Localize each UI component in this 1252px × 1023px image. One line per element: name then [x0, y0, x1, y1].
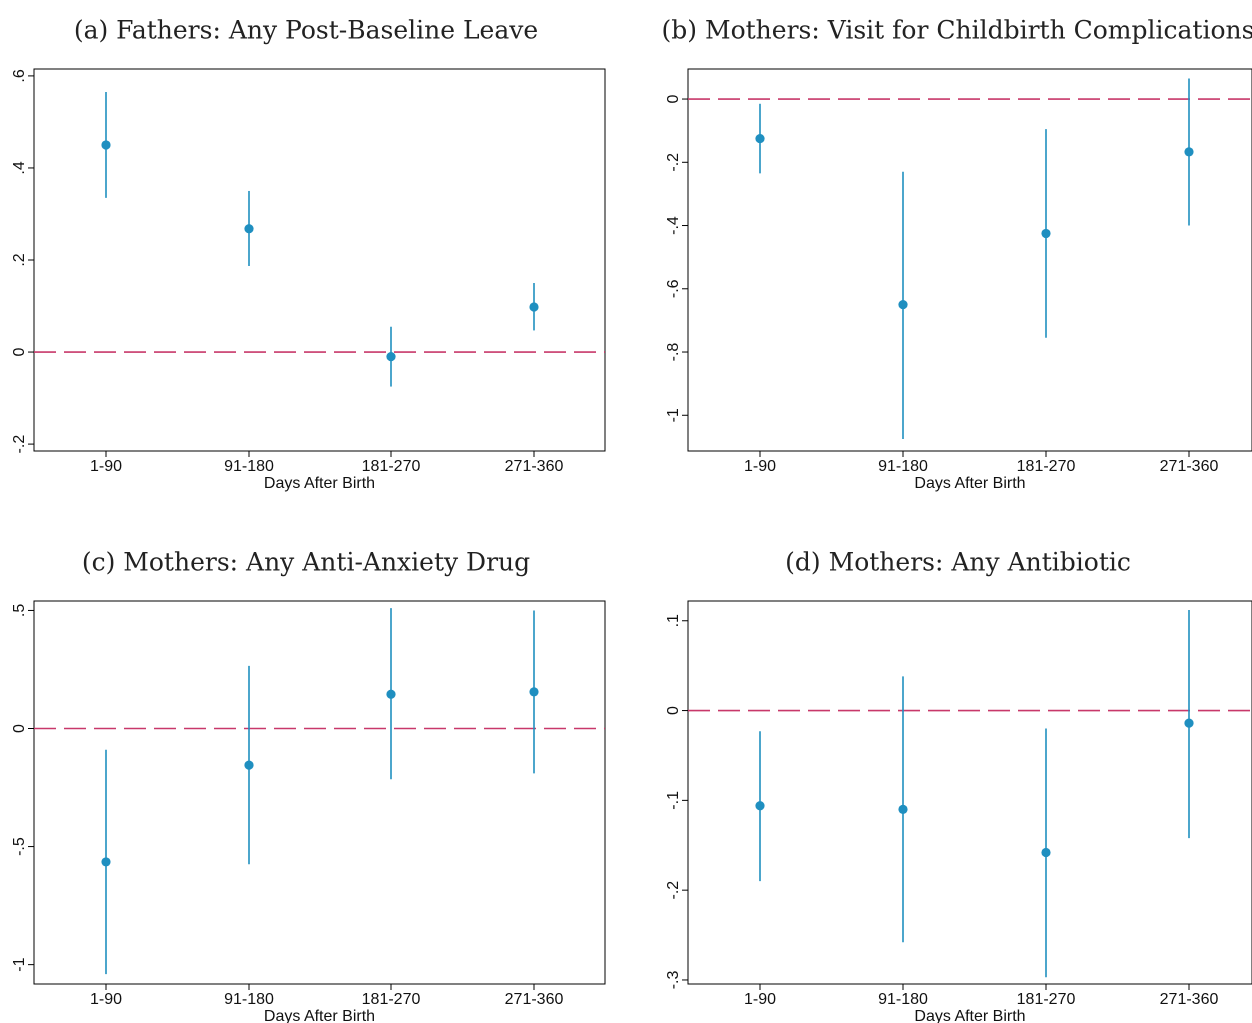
chart-title: (a) Fathers: Any Post-Baseline Leave [74, 16, 538, 45]
point-estimate [386, 689, 396, 699]
point-estimate [1184, 718, 1194, 728]
x-tick-label: 271-360 [505, 458, 564, 475]
x-tick-label: 91-180 [878, 458, 928, 475]
chart-panel-2: (b) Mothers: Visit for Childbirth Compli… [662, 16, 1252, 492]
y-tick-label: -.1 [665, 791, 682, 810]
plot-frame [687, 600, 1252, 985]
x-tick-label: 1-90 [90, 991, 122, 1008]
x-tick-label: 1-90 [744, 458, 776, 475]
x-tick-label: 181-270 [362, 991, 421, 1008]
plot-frame [33, 600, 606, 985]
x-tick-label: 271-360 [1160, 458, 1219, 475]
point-estimate [1041, 228, 1051, 239]
y-tick-label: -.3 [665, 971, 682, 990]
point-estimate [755, 801, 765, 811]
point-estimate [244, 224, 254, 234]
x-tick-label: 1-90 [90, 458, 122, 475]
y-tick-label: -.2 [11, 435, 28, 454]
point-estimate [1041, 847, 1051, 858]
y-tick-label: .2 [11, 253, 28, 266]
x-tick-label: 181-270 [362, 458, 421, 475]
chart-panel-4: (d) Mothers: Any Antibiotic .1 0 -.1 -.2 -.3 1… [665, 548, 1252, 1023]
plot-frame [33, 68, 606, 452]
y-tick-label: .4 [11, 161, 28, 174]
point-estimate [529, 687, 539, 697]
y-tick-label: 0 [665, 94, 682, 103]
y-tick-label: 0 [11, 724, 28, 733]
x-tick-label: 91-180 [224, 458, 274, 475]
y-tick-label: 0 [665, 706, 682, 715]
y-tick-label: .1 [665, 614, 682, 627]
x-tick-label: 91-180 [878, 991, 928, 1008]
chart-panel-3: (c) Mothers: Any Anti-Anxiety Drug .5 0 -.5… [11, 548, 606, 1023]
y-tick-label: -.2 [665, 153, 682, 172]
y-tick-label: -.8 [665, 343, 682, 362]
y-tick-label: -.2 [665, 881, 682, 900]
x-tick-label: 1-90 [744, 991, 776, 1008]
point-estimate [898, 299, 908, 310]
point-estimate [898, 804, 908, 814]
point-estimate [755, 133, 765, 144]
x-tick-label: 91-180 [224, 991, 274, 1008]
y-tick-label: -1 [11, 957, 28, 971]
y-tick-label: .5 [11, 604, 28, 617]
x-tick-label: 181-270 [1017, 458, 1076, 475]
point-estimate [386, 352, 396, 362]
chart-title: (d) Mothers: Any Antibiotic [785, 548, 1131, 577]
y-tick-label: .6 [11, 69, 28, 82]
x-tick-label: 271-360 [1160, 991, 1219, 1008]
y-tick-label: -.6 [665, 279, 682, 298]
point-estimate [244, 760, 254, 770]
chart-title: (b) Mothers: Visit for Childbirth Compli… [662, 16, 1252, 45]
y-tick-label: -1 [665, 408, 682, 422]
point-estimate [529, 302, 539, 312]
plot-frame [687, 68, 1252, 452]
x-tick-label: 181-270 [1017, 991, 1076, 1008]
x-axis-title: Days After Birth [264, 1008, 375, 1023]
x-axis-title: Days After Birth [914, 475, 1025, 492]
chart-title: (c) Mothers: Any Anti-Anxiety Drug [82, 548, 530, 577]
y-tick-label: -.4 [665, 216, 682, 235]
y-tick-label: 0 [11, 348, 28, 357]
point-estimate [1184, 147, 1194, 157]
point-estimate [101, 857, 111, 867]
chart-panel-1: (a) Fathers: Any Post-Baseline Leave .6 .4… [11, 16, 606, 492]
x-axis-title: Days After Birth [914, 1008, 1025, 1023]
x-tick-label: 271-360 [505, 991, 564, 1008]
x-axis-title: Days After Birth [264, 475, 375, 492]
y-tick-label: -.5 [11, 837, 28, 856]
point-estimate [101, 140, 111, 150]
